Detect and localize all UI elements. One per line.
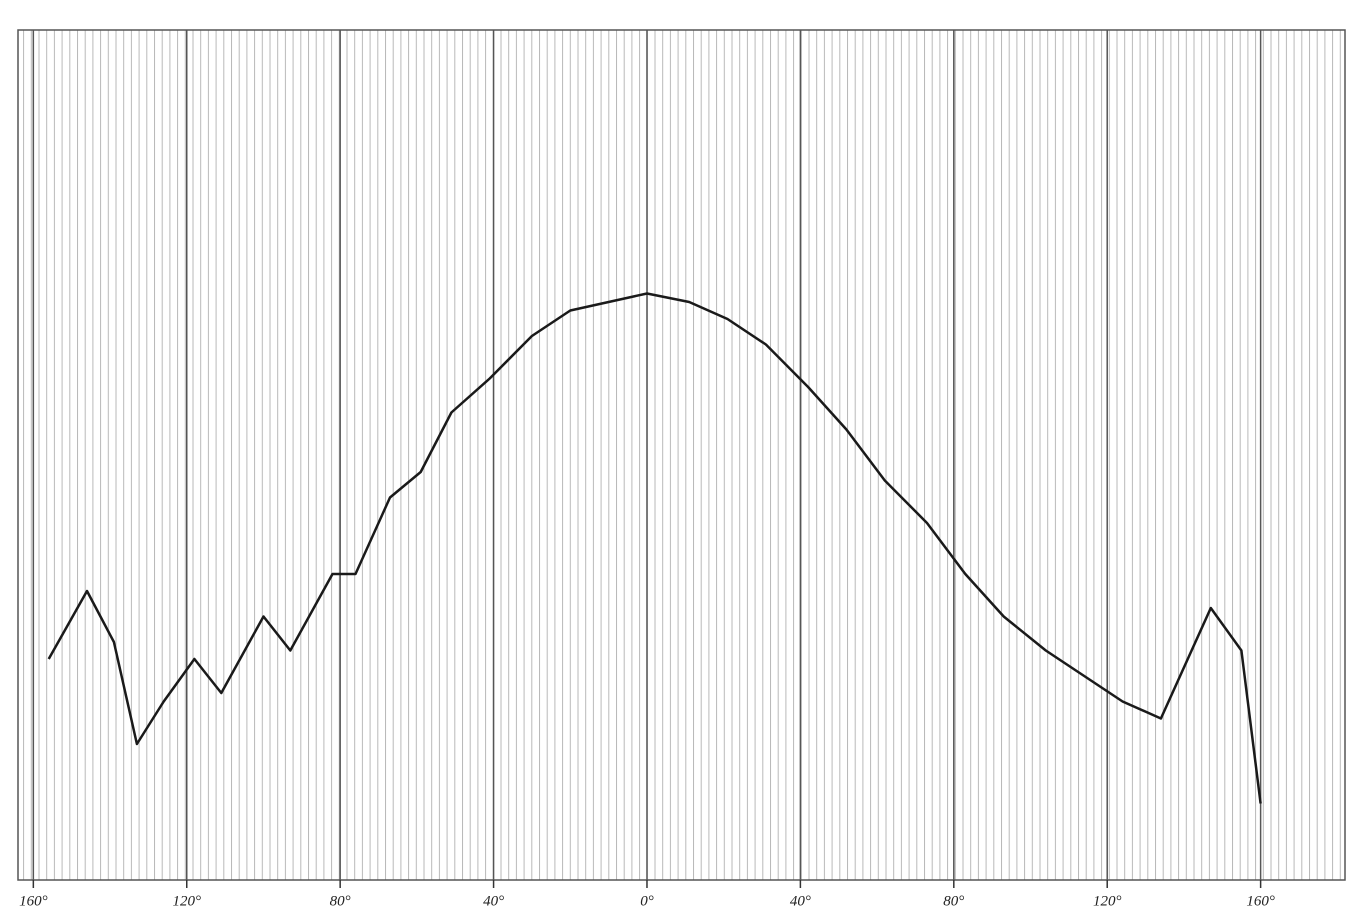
x-tick-label: 40°	[483, 893, 504, 909]
x-tick-label: 120°	[173, 893, 202, 909]
x-tick-label: 0°	[640, 893, 654, 909]
x-tick-label: 120°	[1093, 893, 1122, 909]
plot-frame	[17, 29, 1346, 881]
pattern-trace	[47, 292, 1262, 804]
x-tick-label: 40°	[790, 893, 811, 909]
x-tick-label: 160°	[19, 893, 48, 909]
chart-paper	[18, 30, 1345, 880]
x-tick-label: 80°	[330, 893, 351, 909]
x-tick-label: 80°	[943, 893, 964, 909]
x-tick-label: 160°	[1246, 893, 1275, 909]
